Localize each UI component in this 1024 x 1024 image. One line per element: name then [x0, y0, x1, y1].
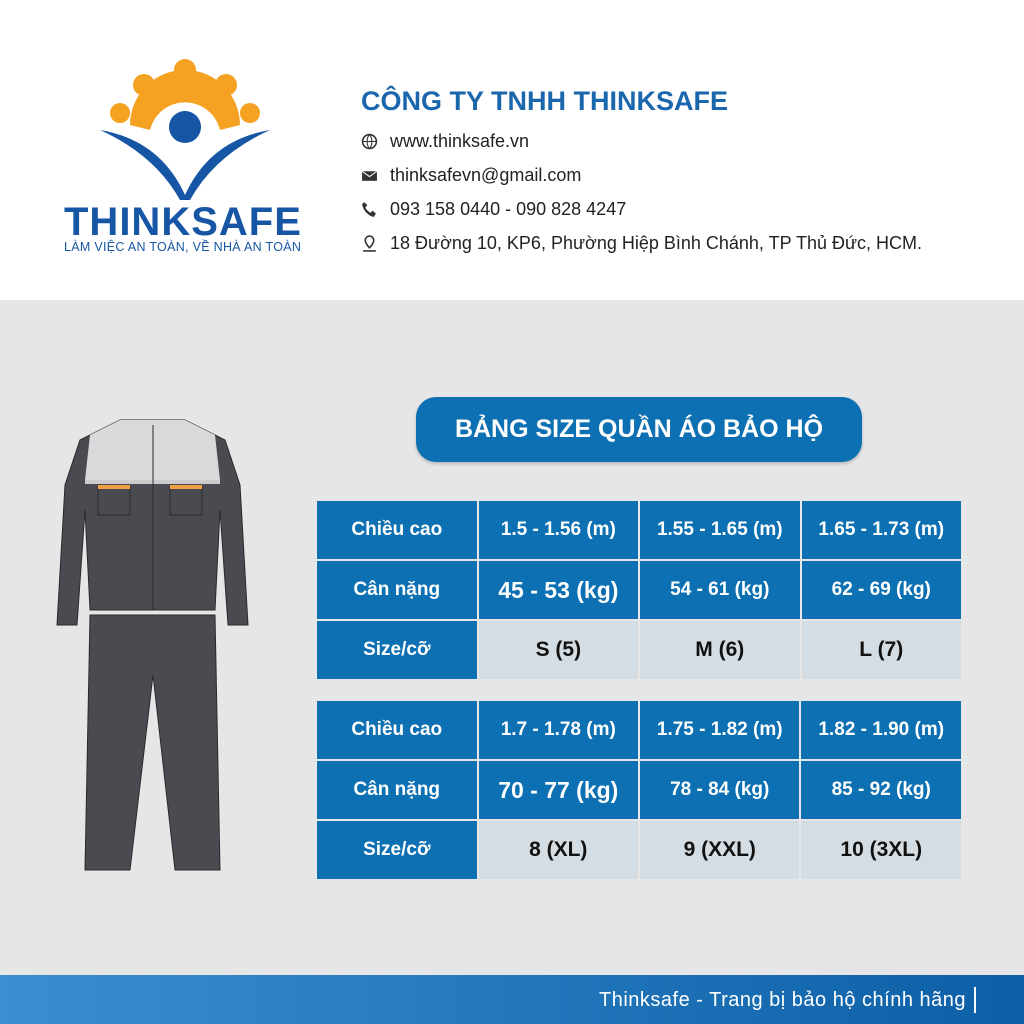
website-link[interactable]: www.thinksafe.vn — [390, 131, 530, 151]
header: THINKSAFE LÀM VIỆC AN TOÀN, VỀ NHÀ AN TO… — [0, 0, 1024, 300]
logo-brand: THINKSAFE — [64, 200, 302, 244]
logo-tagline: LÀM VIỆC AN TOÀN, VỀ NHÀ AN TOÀN — [64, 240, 302, 254]
table-cell: 62 - 69 (kg) — [799, 559, 964, 621]
table-cell: 1.7 - 1.78 (m) — [476, 699, 640, 761]
table-row-size: Size/cỡ 8 (XL) 9 (XXL) 10 (3XL) — [315, 819, 963, 881]
table-row-weight: Cân nặng 45 - 53 (kg) 54 - 61 (kg) 62 - 69 … — [315, 559, 964, 621]
table-cell: 10 (3XL) — [799, 819, 963, 881]
table-cell: 78 - 84 (kg) — [637, 759, 802, 821]
phone-icon — [362, 202, 376, 217]
table-cell: 45 - 53 (kg) — [476, 559, 641, 621]
thinksafe-logo — [100, 59, 270, 200]
globe-icon — [361, 133, 378, 150]
table-row-height: Chiều cao 1.7 - 1.78 (m) 1.75 - 1.82 (m) 1.… — [315, 699, 963, 761]
footer-text: Thinksafe - Trang bị bảo hộ chính hãng — [598, 989, 966, 1011]
table-cell: 54 - 61 (kg) — [638, 559, 802, 621]
table-cell: 1.65 - 1.73 (m) — [799, 499, 964, 561]
table-cell: 85 - 92 (kg) — [799, 759, 963, 821]
table-row-size: Size/cỡ S (5) M (6) L (7) — [315, 619, 964, 681]
table-cell: 9 (XXL) — [637, 819, 802, 881]
company-name: CÔNG TY TNHH THINKSAFE — [361, 86, 729, 116]
email-link[interactable]: thinksafevn@gmail.com — [390, 165, 582, 185]
row-label: Size/cỡ — [315, 619, 479, 681]
address-text: 18 Đường 10, KP6, Phường Hiệp Bình Chánh… — [390, 233, 923, 253]
footer-bar: Thinksafe - Trang bị bảo hộ chính hãng — [0, 975, 1024, 1024]
uniform-image — [56, 419, 249, 871]
table-cell: S (5) — [476, 619, 641, 681]
contact-address: 18 Đường 10, KP6, Phường Hiệp Bình Chánh… — [361, 233, 922, 254]
row-label: Chiều cao — [315, 499, 479, 561]
table-cell: 1.5 - 1.56 (m) — [476, 499, 641, 561]
contact-website: www.thinksafe.vn — [361, 131, 529, 152]
table-cell: 1.82 - 1.90 (m) — [799, 699, 963, 761]
row-label: Size/cỡ — [315, 819, 479, 881]
contact-phone: 093 158 0440 - 090 828 4247 — [361, 199, 626, 220]
size-table-2: Chiều cao 1.7 - 1.78 (m) 1.75 - 1.82 (m) 1.… — [315, 699, 963, 881]
location-icon — [363, 235, 376, 252]
table-cell: M (6) — [638, 619, 802, 681]
footer-divider — [974, 987, 976, 1013]
row-label: Cân nặng — [315, 559, 479, 621]
row-label: Chiều cao — [315, 699, 479, 761]
size-table-1: Chiều cao 1.5 - 1.56 (m) 1.55 - 1.65 (m) 1.… — [315, 499, 964, 681]
row-label: Cân nặng — [315, 759, 479, 821]
table-row-weight: Cân nặng 70 - 77 (kg) 78 - 84 (kg) 85 - 92 … — [315, 759, 963, 821]
table-row-height: Chiều cao 1.5 - 1.56 (m) 1.55 - 1.65 (m) 1.… — [315, 499, 964, 561]
size-chart-title: BẢNG SIZE QUẦN ÁO BẢO HỘ — [416, 397, 862, 462]
table-cell: 1.55 - 1.65 (m) — [638, 499, 802, 561]
contact-email: thinksafevn@gmail.com — [361, 165, 581, 186]
table-cell: 8 (XL) — [476, 819, 640, 881]
table-cell: L (7) — [799, 619, 964, 681]
mail-icon — [361, 170, 378, 181]
phone-text: 093 158 0440 - 090 828 4247 — [390, 199, 627, 219]
table-cell: 70 - 77 (kg) — [476, 759, 640, 821]
table-cell: 1.75 - 1.82 (m) — [637, 699, 802, 761]
